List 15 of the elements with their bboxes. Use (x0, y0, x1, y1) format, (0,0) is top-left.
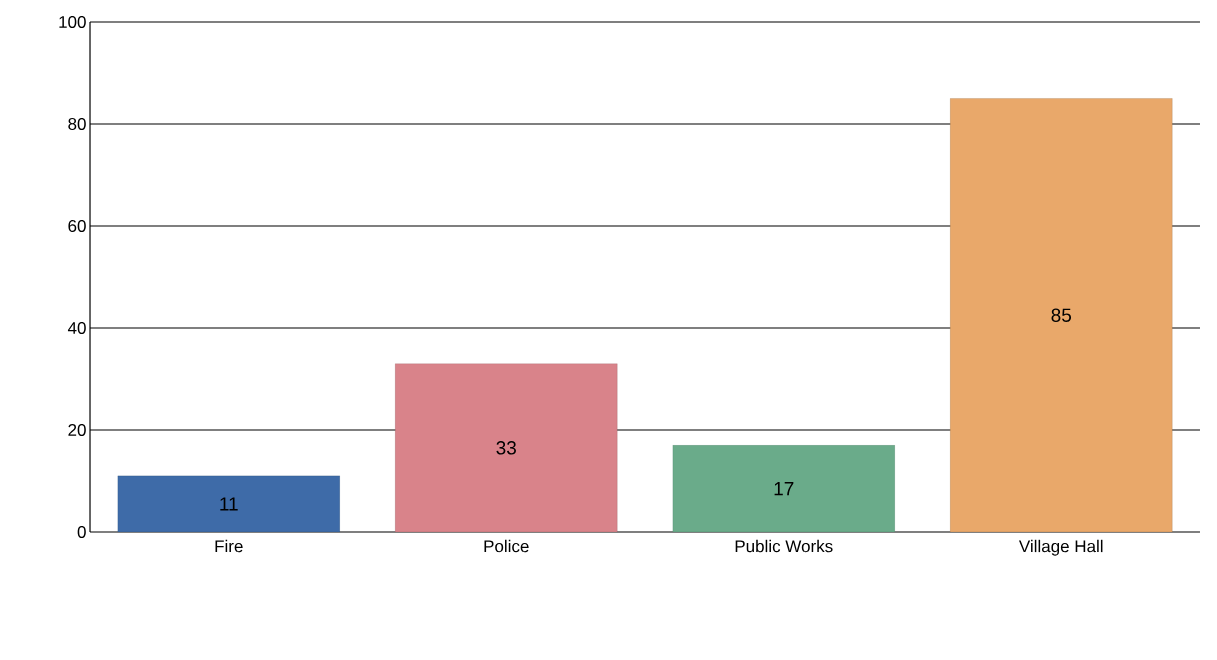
x-tick-label: Public Works (735, 539, 833, 553)
data-label: 85 (1051, 308, 1072, 322)
y-tick-label: 20 (68, 423, 86, 437)
data-label: 17 (774, 482, 794, 496)
x-tick-label: Village Hall (1018, 539, 1103, 556)
y-tick-label: 100 (59, 15, 86, 29)
y-tick-label: 80 (68, 117, 86, 131)
x-tick-label: Police (484, 539, 529, 553)
bar (672, 445, 895, 532)
data-label: 33 (496, 441, 516, 455)
y-tick-label: 60 (68, 219, 86, 233)
data-label: 11 (220, 497, 238, 511)
y-tick-label: 40 (67, 321, 86, 335)
x-tick-label: Fire (215, 539, 243, 553)
y-tick-label: 0 (77, 525, 86, 539)
